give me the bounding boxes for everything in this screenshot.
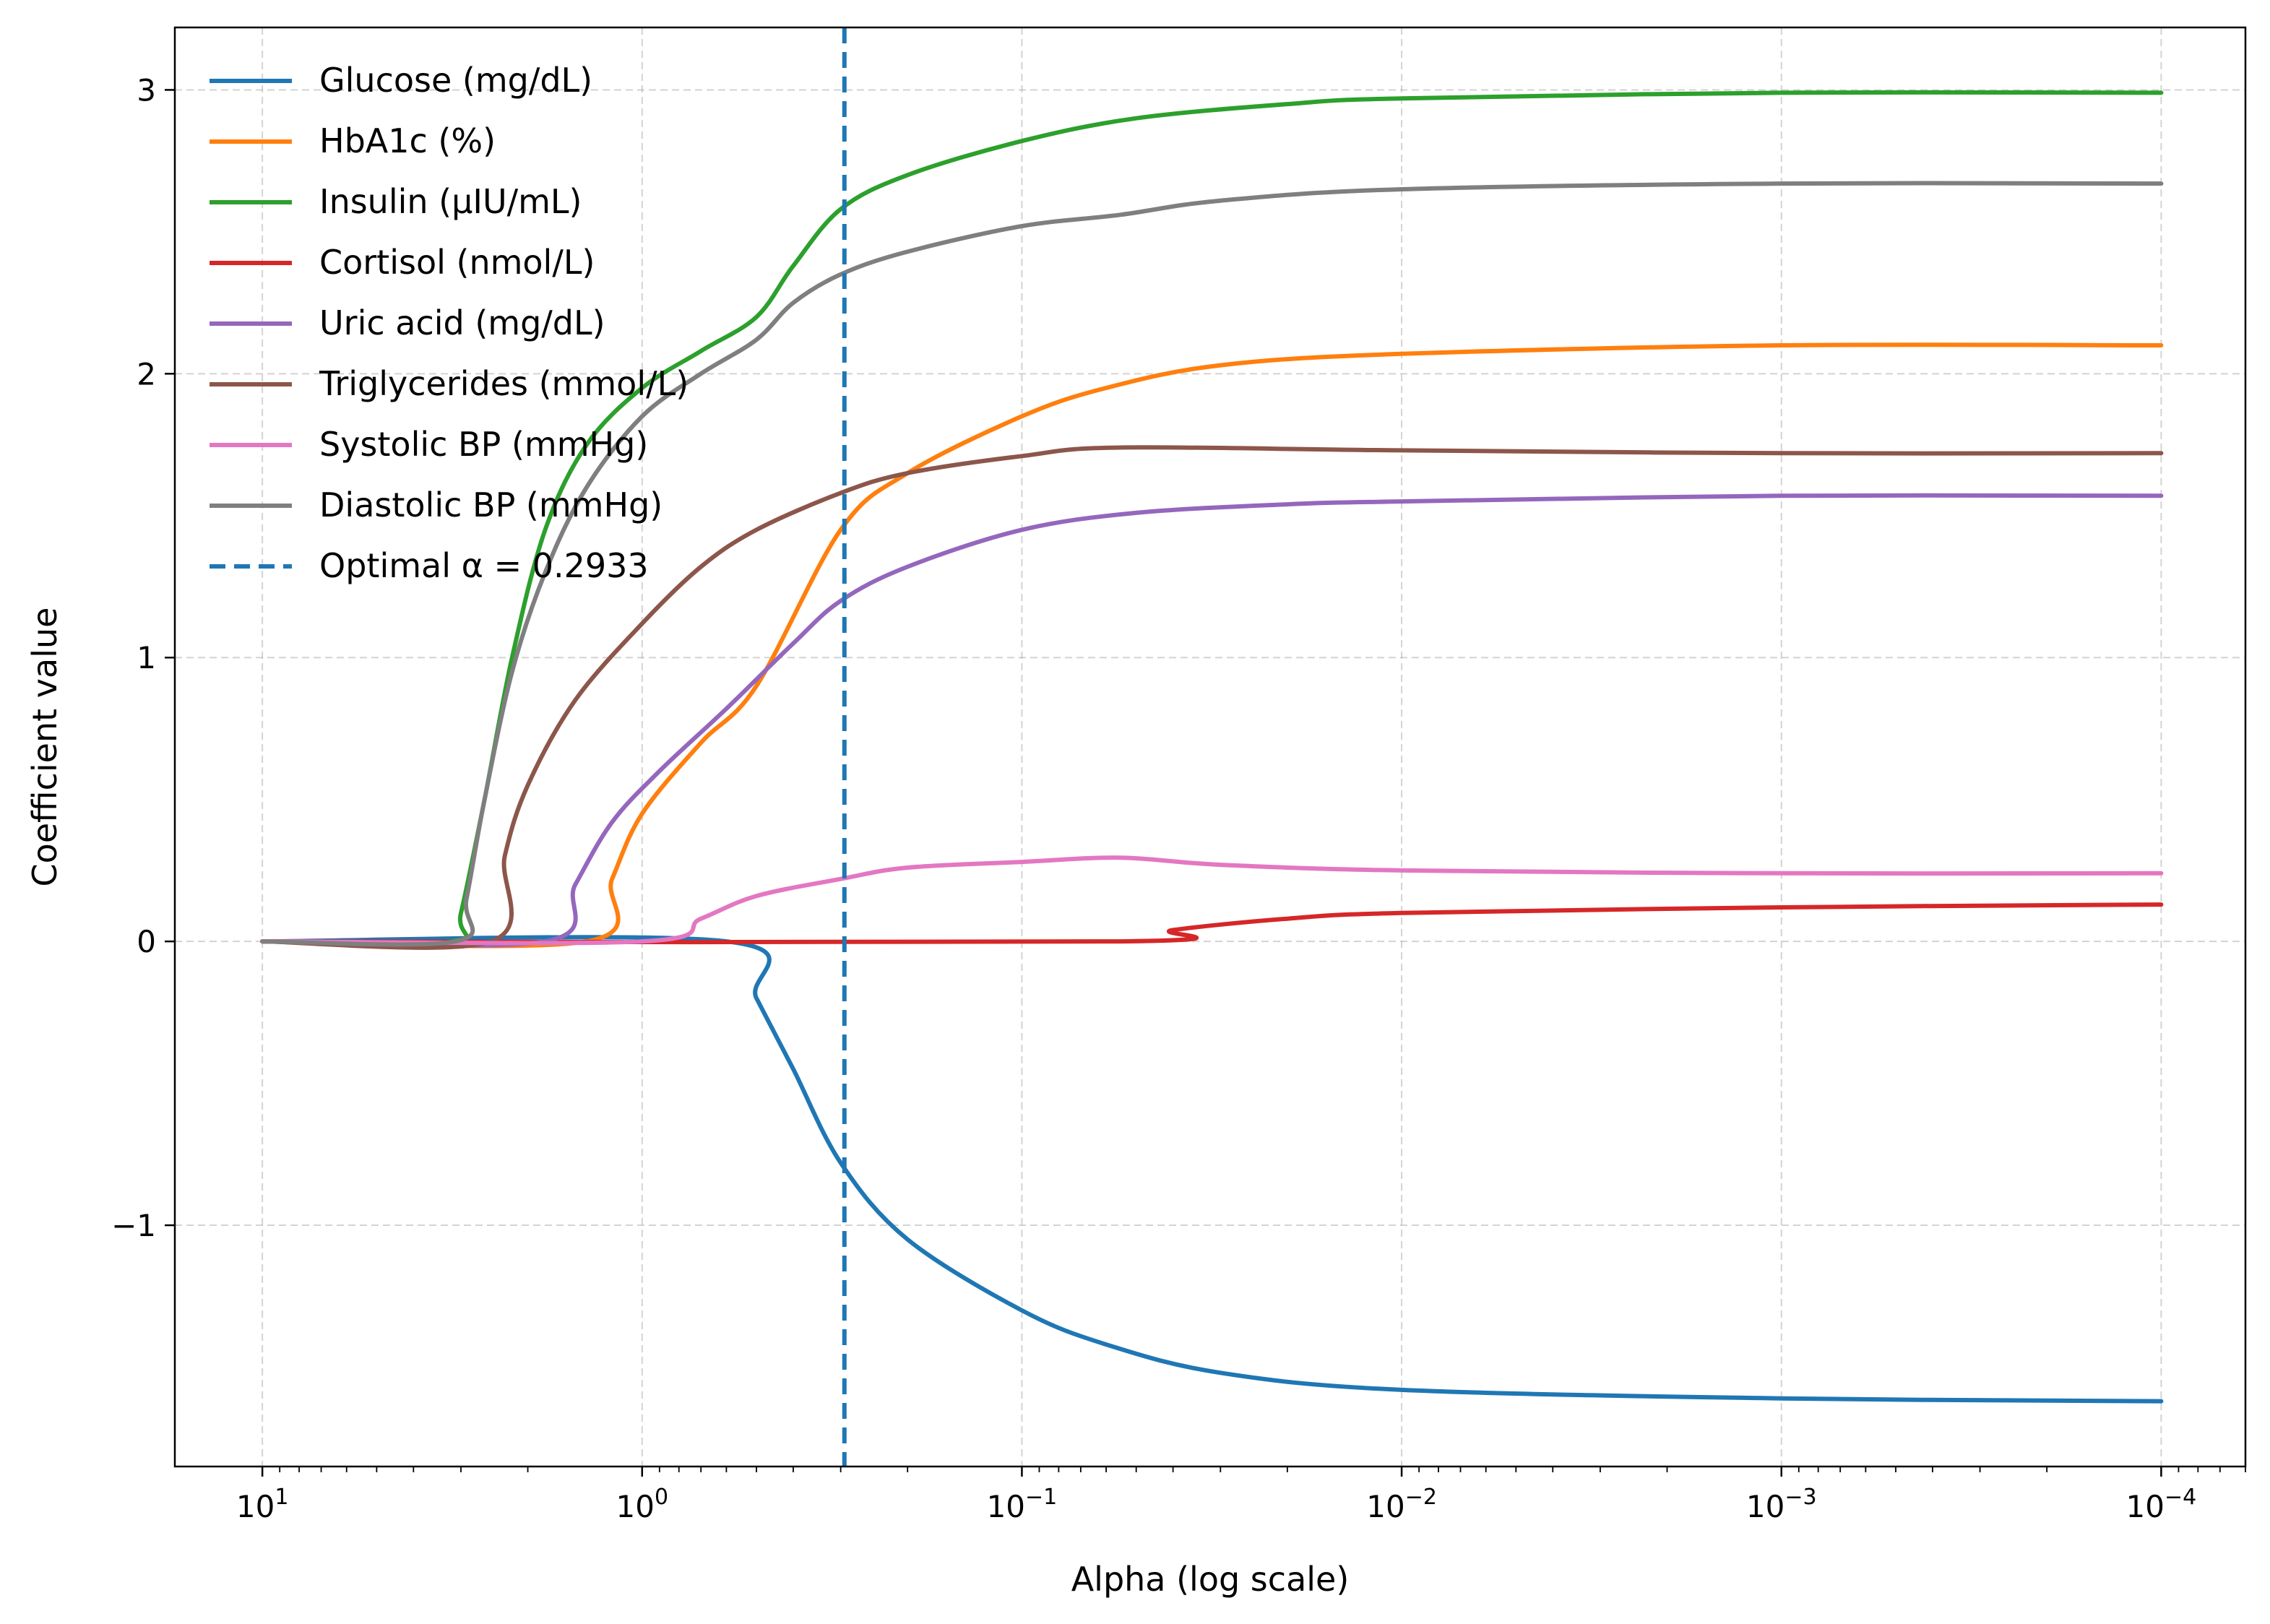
series-line [260,902,2164,945]
legend-label: Triglycerides (mmol/L) [319,364,689,403]
y-tick-label: 0 [137,924,156,959]
x-tick-label: 10−2 [1366,1485,1437,1524]
y-tick-label: −1 [111,1208,156,1243]
legend-label: Diastolic BP (mmHg) [319,485,663,524]
y-tick-label: 2 [137,356,156,392]
legend-item: Triglycerides (mmol/L) [210,364,689,403]
y-tick-label: 3 [137,72,156,108]
legend: Glucose (mg/dL) HbA1c (%) Insulin (µIU/m… [210,61,689,585]
legend-item: Systolic BP (mmHg) [210,425,648,464]
y-tick-label: 1 [137,640,156,675]
x-axis-ticks: 101 100 10−1 10−2 10−3 10−4 [236,1467,2246,1524]
x-tick-label: 10−1 [987,1485,1058,1524]
x-tick-label: 10−3 [1746,1485,1817,1524]
series-line [260,181,2164,947]
legend-label: Systolic BP (mmHg) [319,425,648,464]
legend-item: Insulin (µIU/mL) [210,182,582,221]
x-tick-label: 10−4 [2126,1485,2197,1524]
x-axis-label: Alpha (log scale) [1071,1560,1350,1599]
legend-item: Diastolic BP (mmHg) [210,485,663,524]
legend-item: Optimal α = 0.2933 [210,546,649,585]
series-lines [260,90,2164,1404]
series-line [260,493,2164,948]
x-tick-label: 101 [236,1485,289,1524]
grid-lines [175,27,2245,1467]
series-line [260,935,2164,1404]
y-axis-label: Coefficient value [25,608,64,887]
legend-item: Glucose (mg/dL) [210,61,592,100]
legend-item: Uric acid (mg/dL) [210,303,605,342]
y-axis-ticks: 3 2 1 0 −1 [111,72,175,1243]
legend-label: Glucose (mg/dL) [319,61,592,100]
legend-label: HbA1c (%) [319,121,496,160]
x-tick-label: 100 [616,1485,669,1524]
legend-item: Cortisol (nmol/L) [210,243,595,282]
legend-label: Uric acid (mg/dL) [319,303,605,342]
legend-label: Cortisol (nmol/L) [319,243,595,282]
plot-frame [173,26,2247,1468]
legend-label: Optimal α = 0.2933 [319,546,649,585]
legend-label: Insulin (µIU/mL) [319,182,582,221]
series-line [260,445,2164,950]
legend-item: HbA1c (%) [210,121,496,160]
series-line [260,855,2164,946]
